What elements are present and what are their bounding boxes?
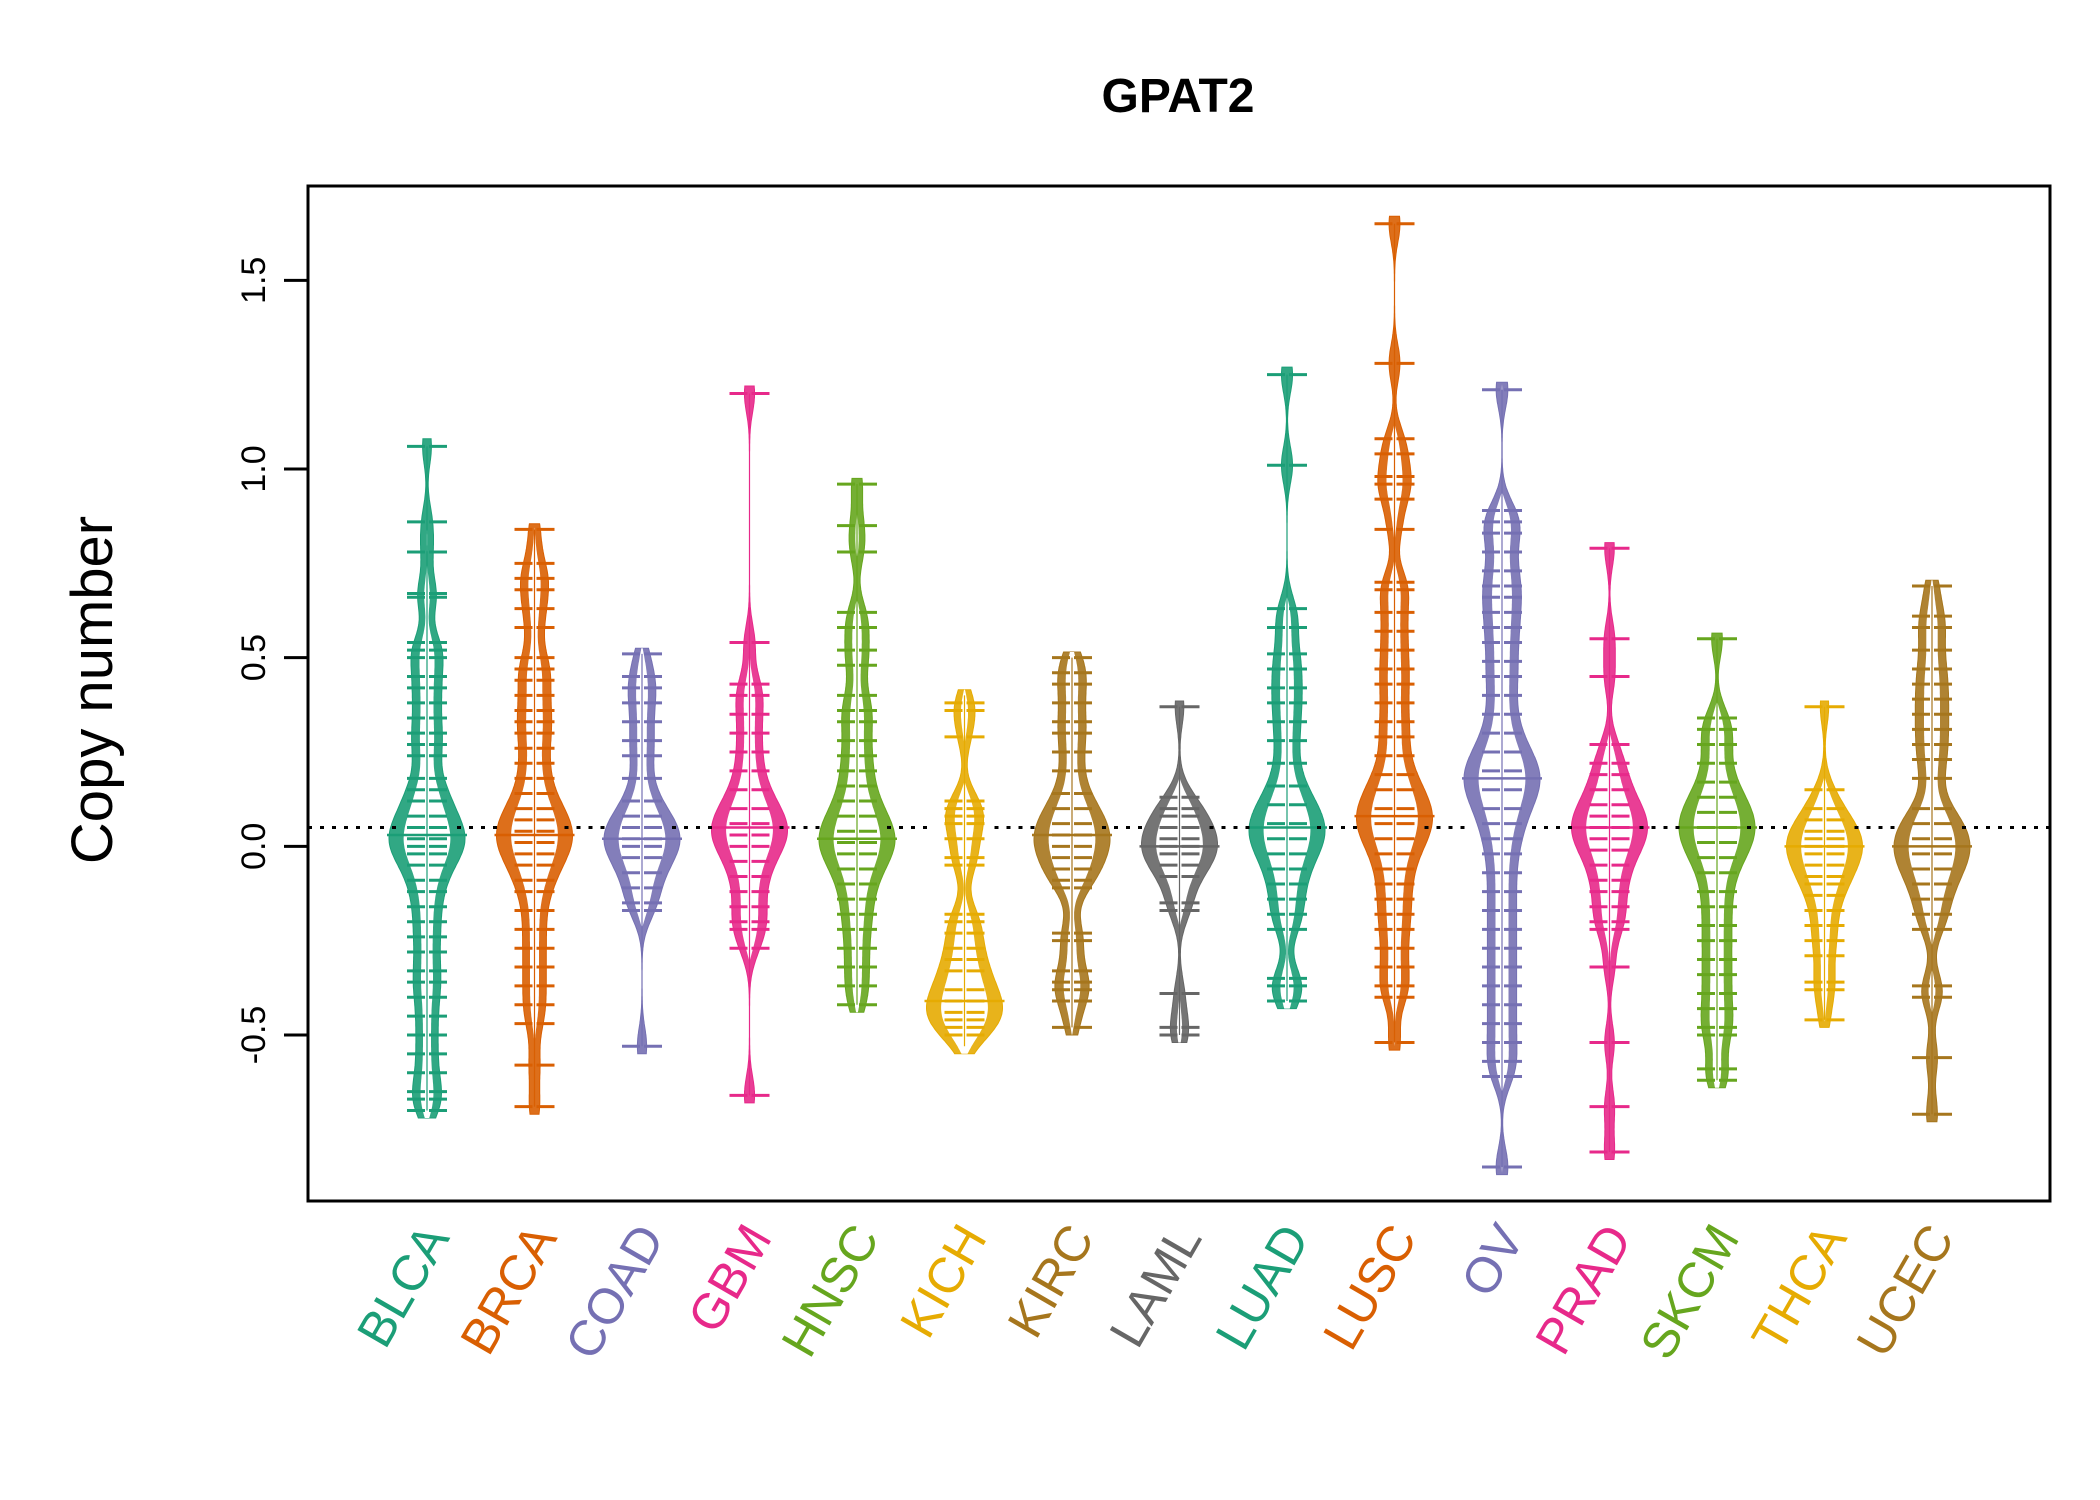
bean-luad [1247,366,1327,1010]
bean-brca [494,523,575,1115]
bean-prad [1569,542,1650,1160]
bean-blca [387,438,467,1119]
x-tick-label: GBM [677,1215,782,1342]
x-tick-label: BLCA [346,1215,460,1357]
x-tick-label: BRCA [450,1215,568,1364]
chart-title: GPAT2 [1102,70,1255,123]
x-tick-label: LUAD [1205,1215,1320,1359]
bean-skcm [1677,632,1757,1089]
x-tick-label: PRAD [1525,1215,1643,1363]
x-tick-label: KIRC [997,1215,1105,1346]
x-tick-label: OV [1450,1215,1535,1306]
bean-coad [602,647,682,1055]
x-tick-label: LUSC [1312,1215,1427,1359]
x-tick-label: THCA [1741,1215,1858,1361]
beans-layer [387,215,1972,1176]
x-tick-label: UCEC [1846,1215,1965,1366]
y-tick-label: -0.5 [235,1006,273,1065]
x-tick-label: LAML [1099,1215,1213,1356]
bean-ucec [1892,579,1972,1123]
x-tick-label: COAD [554,1215,675,1368]
bean-lusc [1354,215,1435,1051]
x-tick-label: SKCM [1629,1215,1750,1368]
y-axis-label: Copy number [60,516,125,864]
bean-gbm [709,385,790,1104]
bean-kirc [1032,651,1112,1036]
bean-hnsc [817,477,897,1013]
x-tick-label: KICH [889,1215,997,1346]
bean-laml [1139,700,1220,1043]
y-tick-label: 1.5 [235,257,273,304]
bean-ov [1462,381,1542,1176]
plot-frame [306,184,2052,1203]
bean-kich [924,689,1005,1055]
bean-thca [1784,700,1865,1028]
y-axis: -0.5 0.0 0.5 1.0 1.5 [235,257,310,1065]
y-tick-label: 0.0 [235,823,273,870]
y-tick-label: 0.5 [235,634,273,681]
x-tick-label: HNSC [771,1215,890,1366]
y-tick-label: 1.0 [235,445,273,492]
